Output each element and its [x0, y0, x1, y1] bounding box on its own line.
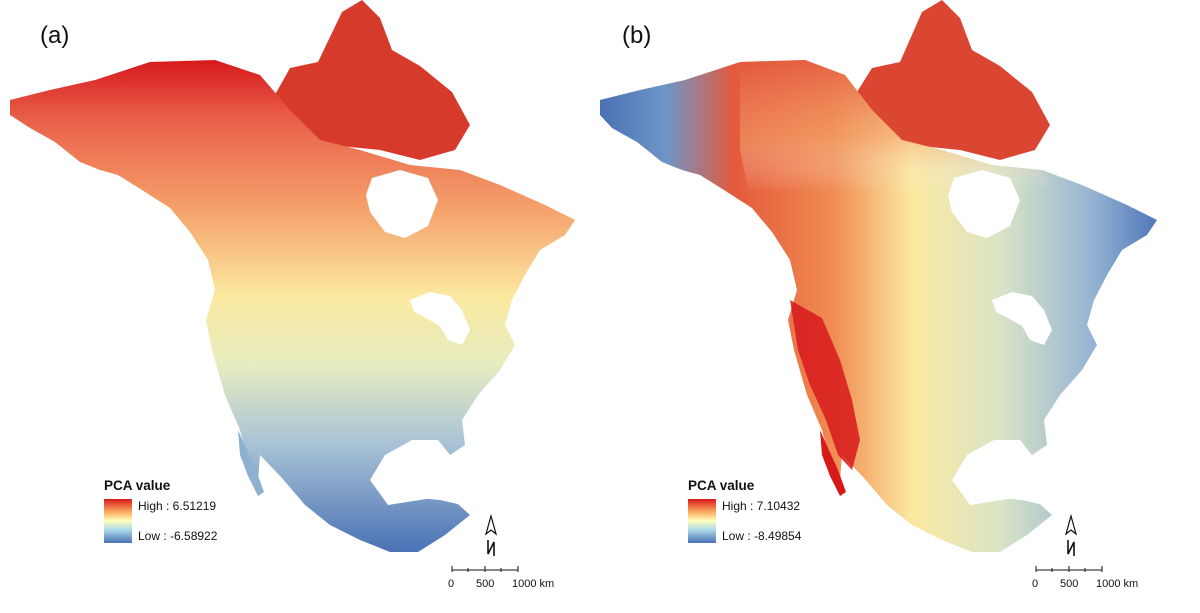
legend-low-label: Low : -8.49854 — [722, 529, 802, 543]
gulf-of-mexico-a — [385, 458, 480, 505]
baja-california-a — [238, 430, 264, 496]
scale-tick-500: 500 — [476, 578, 495, 590]
legend-row: High : 6.51219 Low : -6.58922 — [104, 499, 217, 543]
scale-tick-500: 500 — [1060, 578, 1079, 590]
southwest-hot-region-b — [790, 300, 860, 470]
scale-tick-1000: 1000 km — [1096, 578, 1139, 590]
baja-california-b — [820, 430, 846, 496]
north-arrow-icon — [1064, 514, 1078, 556]
legend-high-label: High : 6.51219 — [138, 499, 217, 513]
panel-b: (b) PCA value High : 7.10432 Low : -8.49… — [590, 0, 1190, 613]
great-lakes-a — [410, 292, 470, 345]
panel-label: (a) — [40, 22, 70, 49]
legend-title: PCA value — [688, 478, 755, 493]
legend-low-label: Low : -6.58922 — [138, 529, 218, 543]
great-lakes-b — [992, 292, 1052, 345]
hudson-bay-a — [366, 170, 438, 238]
color-ramp — [688, 499, 716, 543]
scale-bar: 0 500 1000 km — [1026, 566, 1156, 600]
legend-title: PCA value — [104, 478, 171, 493]
scale-tick-0: 0 — [448, 578, 455, 590]
scale-tick-1000: 1000 km — [512, 578, 555, 590]
north-america-landmass-a — [10, 60, 575, 552]
legend-labels: High : 6.51219 Low : -6.58922 — [138, 499, 217, 543]
scale-bar: 0 500 1000 km — [442, 566, 572, 600]
hudson-bay-b — [948, 170, 1020, 238]
scale-bar-icon — [1035, 566, 1103, 572]
color-ramp — [104, 499, 132, 543]
pca-map-a — [10, 0, 575, 552]
north-arrow-icon — [484, 514, 498, 556]
pca-map-b — [600, 0, 1157, 552]
arctic-islands-a — [270, 0, 470, 160]
arctic-islands-b — [850, 0, 1050, 160]
legend-labels: High : 7.10432 Low : -8.49854 — [722, 499, 801, 543]
scale-tick-0: 0 — [1032, 578, 1039, 590]
legend: PCA value High : 6.51219 Low : -6.58922 — [104, 478, 217, 543]
legend-row: High : 7.10432 Low : -8.49854 — [688, 499, 801, 543]
legend-high-label: High : 7.10432 — [722, 499, 801, 513]
legend: PCA value High : 7.10432 Low : -8.49854 — [688, 478, 801, 543]
gulf-of-mexico-b — [967, 458, 1062, 505]
scale-bar-icon — [451, 566, 519, 572]
panel-label: (b) — [622, 22, 652, 49]
panel-a: (a) PCA value High : 6.51219 Low : -6.58… — [10, 0, 575, 600]
